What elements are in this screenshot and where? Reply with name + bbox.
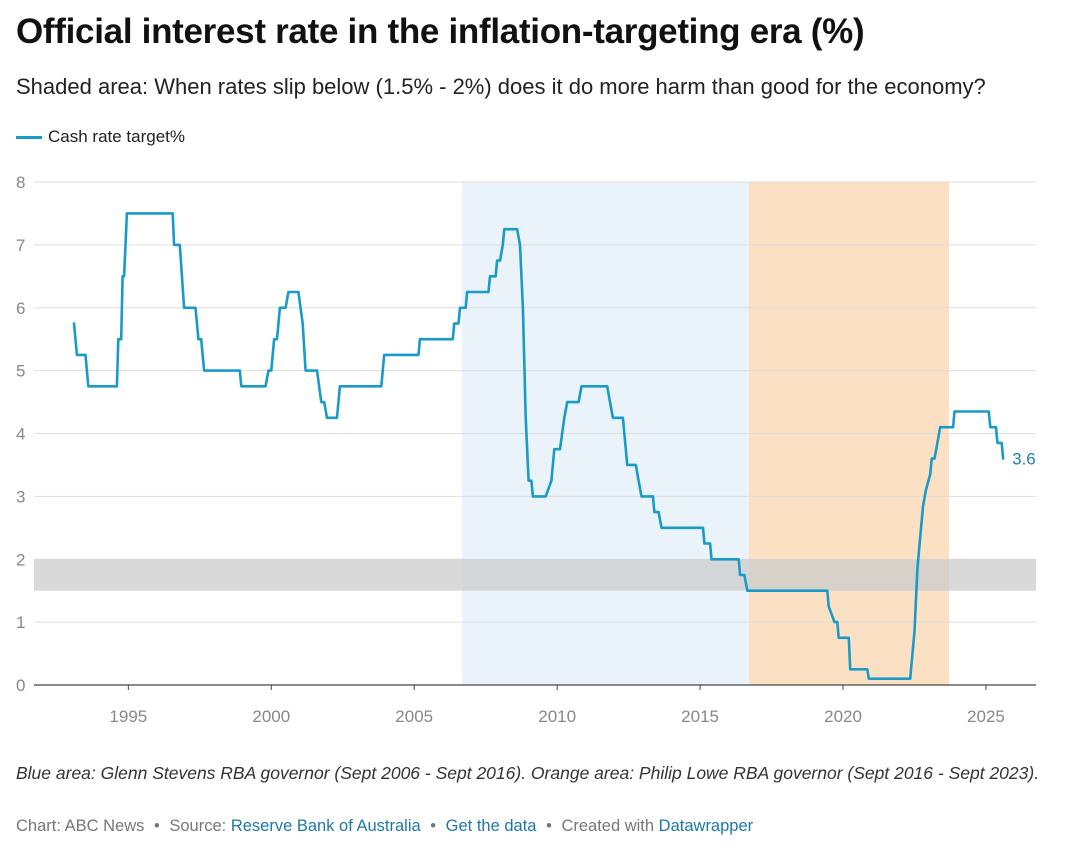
chart-subtitle: Shaded area: When rates slip below (1.5%… — [16, 74, 986, 99]
legend-label: Cash rate target% — [48, 127, 186, 146]
chart: 0 1 2 3 4 5 6 7 8 1995 2000 2005 2010 2015 2020 2025 3… — [16, 173, 1036, 726]
footer-source-prefix: Source: — [169, 817, 227, 835]
cash-rate-line — [72, 212, 1005, 680]
x-tick-labels: 1995 2000 2005 2010 2015 2020 2025 — [109, 685, 1005, 726]
chart-title: Official interest rate in the inflation-… — [16, 12, 865, 51]
x-tick-label: 2010 — [538, 707, 576, 726]
threshold-rect — [34, 559, 1036, 591]
y-tick-label: 1 — [16, 613, 25, 632]
get-data-link[interactable]: Get the data — [445, 817, 537, 835]
datawrapper-link[interactable]: Datawrapper — [658, 817, 754, 835]
x-tick-label: 2015 — [681, 707, 719, 726]
legend: Cash rate target% — [16, 126, 185, 148]
y-tick-labels: 0 1 2 3 4 5 6 7 8 — [16, 173, 25, 695]
y-tick-label: 6 — [16, 299, 25, 318]
footer-bullet: • — [153, 817, 160, 835]
footer: Chart: ABC News • Source: Reserve Bank o… — [16, 817, 753, 836]
footer-created-prefix: Created with — [561, 817, 655, 835]
x-tick-label: 2005 — [395, 707, 433, 726]
y-tick-label: 3 — [16, 487, 25, 506]
x-tick-label: 2000 — [252, 707, 290, 726]
end-value-label: 3.6 — [1012, 450, 1036, 469]
chart-note: Blue area: Glenn Stevens RBA governor (S… — [16, 763, 1040, 783]
y-tick-label: 4 — [16, 425, 25, 444]
y-tick-label: 8 — [16, 173, 25, 192]
x-tick-label: 2020 — [824, 707, 862, 726]
footer-bullet: • — [546, 817, 552, 835]
y-tick-label: 7 — [16, 236, 25, 255]
footer-bullet: • — [430, 817, 437, 835]
y-tick-label: 2 — [16, 550, 25, 569]
y-tick-label: 5 — [16, 362, 25, 381]
x-tick-label: 1995 — [109, 707, 147, 726]
threshold-band — [34, 559, 1036, 591]
source-link[interactable]: Reserve Bank of Australia — [230, 817, 421, 835]
legend-swatch — [16, 135, 42, 139]
footer-credit: Chart: ABC News — [16, 817, 145, 835]
x-tick-label: 2025 — [967, 707, 1005, 726]
y-tick-label: 0 — [16, 676, 25, 695]
